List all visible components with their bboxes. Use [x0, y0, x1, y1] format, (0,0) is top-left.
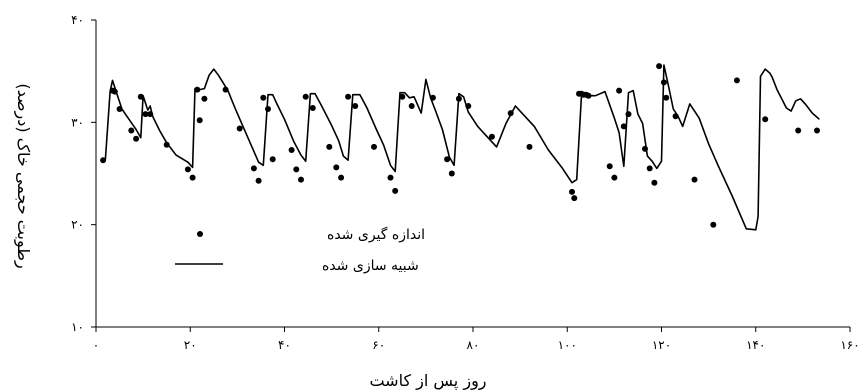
measured-point: [142, 111, 149, 118]
legend-label-measured: اندازه گیری شده: [327, 226, 425, 243]
measured-point: [488, 133, 495, 140]
measured-point: [184, 166, 191, 173]
measured-point: [260, 94, 267, 101]
measured-point: [255, 177, 262, 184]
measured-point: [656, 63, 663, 70]
x-tick-label: ۱۴۰: [746, 338, 765, 352]
measured-point: [399, 93, 406, 100]
measured-point: [133, 135, 140, 142]
measured-point: [408, 103, 415, 109]
measured-point: [507, 110, 514, 117]
y-tick-label: ۳۰: [71, 115, 84, 129]
axes: [95, 20, 850, 328]
measured-point: [616, 87, 623, 94]
measured-point: [762, 116, 769, 123]
measured-point: [309, 105, 316, 111]
measured-point: [111, 88, 118, 95]
measured-point: [672, 113, 679, 120]
x-tick-label: ۱۲۰: [652, 338, 671, 352]
measured-point: [646, 165, 653, 172]
measured-point: [465, 103, 472, 109]
measured-point: [651, 179, 658, 186]
measured-point: [795, 127, 802, 134]
measured-point: [571, 195, 578, 202]
legend-marker-measured: [197, 231, 203, 237]
measured-point: [250, 165, 257, 172]
measured-point: [338, 174, 345, 181]
measured-point: [606, 163, 613, 170]
measured-point: [387, 174, 394, 181]
y-axis-ticks: ۱۰ ۲۰ ۳۰ ۴۰: [71, 13, 96, 334]
measured-point: [147, 111, 154, 118]
measured-point: [302, 93, 309, 100]
measured-point: [611, 174, 618, 181]
measured-point: [269, 156, 276, 163]
measured-point: [444, 156, 451, 163]
x-axis-title: روز پس از کاشت: [369, 371, 486, 390]
simulated-line: [100, 64, 820, 231]
measured-point: [128, 127, 135, 134]
measured-point: [371, 143, 377, 150]
measured-point: [189, 174, 196, 181]
measured-point: [429, 94, 436, 101]
legend: اندازه گیری شده شبیه سازی شده: [175, 226, 425, 274]
measured-point: [137, 93, 144, 100]
measured-point: [222, 86, 229, 93]
measured-point: [814, 127, 820, 134]
legend-label-simulated: شبیه سازی شده: [322, 258, 419, 274]
x-axis-ticks: ۰ ۲۰ ۴۰ ۶۰ ۸۰ ۱۰۰ ۱۲۰ ۱۴۰ ۱۶۰: [93, 327, 860, 352]
x-tick-label: ۱۶۰: [840, 338, 859, 352]
y-tick-label: ۱۰: [71, 320, 84, 334]
measured-point: [326, 143, 333, 150]
measured-point: [625, 111, 632, 118]
measured-point: [691, 176, 698, 183]
measured-point: [620, 123, 627, 130]
measured-point: [333, 164, 340, 171]
measured-point: [455, 95, 462, 102]
simulated-series: [100, 64, 820, 231]
measured-point: [569, 188, 575, 195]
measured-point: [116, 106, 123, 112]
measured-point: [585, 92, 592, 99]
measured-point: [733, 77, 740, 84]
x-tick-label: ۴۰: [278, 338, 291, 352]
measured-point: [194, 86, 201, 93]
x-tick-label: ۲۰: [184, 338, 197, 352]
measured-point: [448, 170, 455, 177]
y-tick-label: ۴۰: [71, 13, 84, 27]
measured-point: [288, 147, 295, 153]
measured-point: [526, 143, 533, 150]
measured-point: [710, 221, 717, 228]
measured-point: [201, 95, 208, 102]
x-tick-label: ۰: [93, 338, 99, 352]
y-tick-label: ۲۰: [71, 218, 84, 232]
measured-point: [265, 106, 271, 112]
measured-point: [642, 145, 648, 152]
measured-point: [100, 157, 107, 164]
measured-point: [392, 187, 399, 194]
measured-point: [236, 125, 243, 132]
measured-point: [663, 94, 670, 101]
measured-point: [660, 79, 667, 86]
measured-point: [196, 117, 203, 124]
measured-point: [293, 166, 300, 173]
measured-point: [352, 103, 359, 109]
y-axis-title: رطوبت حجمی خاک (درصد): [13, 83, 33, 268]
x-tick-label: ۱۰۰: [558, 338, 577, 352]
measured-point: [163, 141, 170, 148]
x-tick-label: ۸۰: [467, 338, 480, 352]
x-tick-label: ۶۰: [372, 338, 385, 352]
measured-point: [298, 176, 304, 183]
measured-series: [100, 63, 820, 228]
measured-point: [345, 93, 352, 100]
